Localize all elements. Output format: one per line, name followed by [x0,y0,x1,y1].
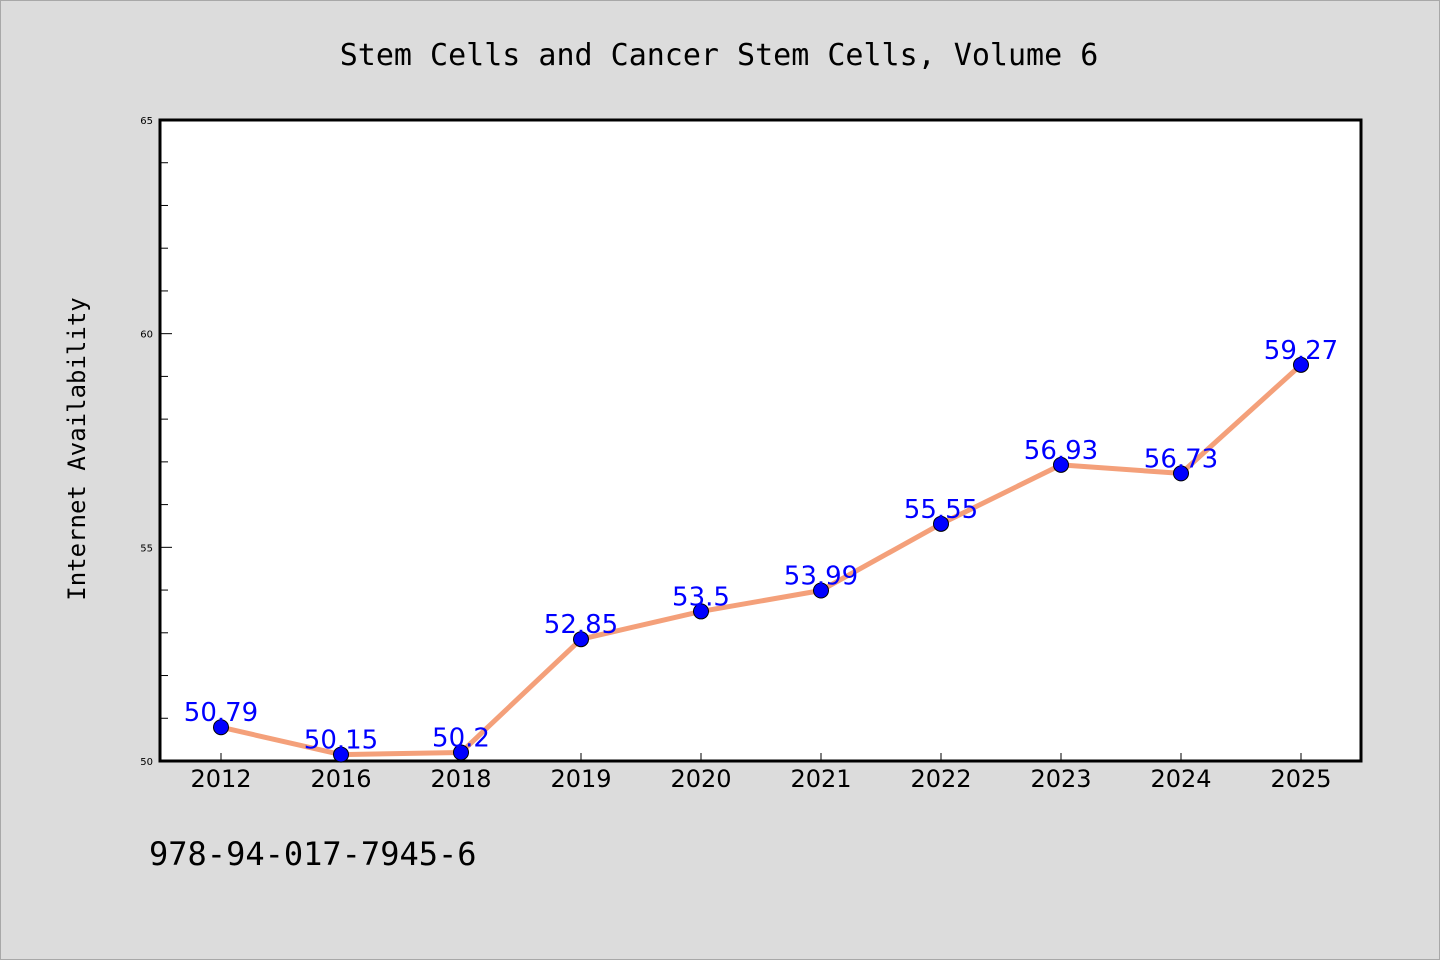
isbn-label: 978-94-017-7945-6 [149,835,477,873]
series-line [220,363,1303,758]
data-point [1293,356,1309,373]
data-point [453,744,469,761]
x-tick-label: 2022 [910,765,971,793]
x-tick-label: 2016 [310,765,371,793]
x-tick-label: 2018 [430,765,491,793]
data-point [213,719,229,736]
data-label: 56.73 [1144,444,1218,474]
plot-area [158,118,1363,763]
x-tick-label: 2023 [1030,765,1091,793]
y-axis: 50 55 60 65 [140,116,172,768]
data-point [1173,465,1189,482]
data-label: 55.55 [904,495,978,525]
y-tick-label: 65 [140,116,153,127]
series-group [213,356,1309,763]
x-tick-label: 2019 [550,765,611,793]
data-point [933,515,949,532]
x-axis: 2012 2016 2018 2019 2020 2021 2022 2023 2024 2025 [190,753,1332,793]
data-label: 52.85 [544,610,618,640]
data-label: 53.99 [784,561,858,591]
data-label: 59.27 [1264,336,1338,366]
data-label: 50.79 [184,698,258,728]
data-label: 50.2 [432,723,490,753]
data-point [333,746,349,763]
data-label: 53.5 [672,582,730,612]
chart-title: Stem Cells and Cancer Stem Cells, Volume… [340,38,1099,73]
data-labels: 50.79 50.15 50.2 52.85 53.5 53.99 55.55 56.93 56… [184,336,1338,756]
y-tick-label: 60 [140,330,153,341]
data-point [693,603,709,620]
x-tick-label: 2021 [790,765,851,793]
x-tick-label: 2025 [1270,765,1331,793]
x-tick-label: 2024 [1150,765,1211,793]
data-point [1053,456,1069,473]
data-point [573,631,589,648]
y-tick-label: 50 [140,757,153,768]
data-label: 56.93 [1024,436,1098,466]
x-tick-label: 2012 [190,765,251,793]
x-tick-label: 2020 [670,765,731,793]
data-point [813,582,829,599]
y-axis-label: Internet Availability [63,297,91,600]
y-tick-label: 55 [140,543,153,554]
data-label: 50.15 [304,726,378,756]
